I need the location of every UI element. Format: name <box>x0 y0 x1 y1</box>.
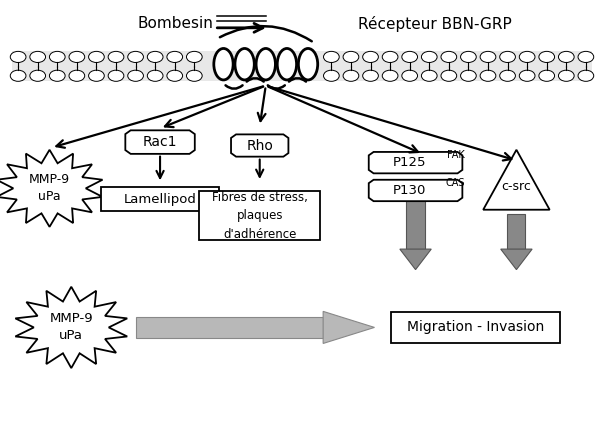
FancyBboxPatch shape <box>406 199 425 249</box>
FancyBboxPatch shape <box>12 51 592 81</box>
Polygon shape <box>0 150 103 227</box>
Circle shape <box>362 70 378 81</box>
Circle shape <box>324 51 339 62</box>
Circle shape <box>147 70 163 81</box>
Text: MMP-9
uPa: MMP-9 uPa <box>50 312 93 342</box>
Circle shape <box>167 51 182 62</box>
Circle shape <box>324 70 339 81</box>
Circle shape <box>461 51 477 62</box>
Text: P125: P125 <box>393 156 426 169</box>
FancyBboxPatch shape <box>507 214 525 249</box>
Circle shape <box>10 70 26 81</box>
Circle shape <box>461 70 477 81</box>
Circle shape <box>187 70 202 81</box>
Polygon shape <box>126 131 194 154</box>
Polygon shape <box>15 287 127 368</box>
Circle shape <box>69 51 85 62</box>
Circle shape <box>382 51 398 62</box>
Polygon shape <box>368 180 463 201</box>
Text: Lamellipod: Lamellipod <box>124 193 196 205</box>
Polygon shape <box>323 312 374 343</box>
Circle shape <box>578 51 594 62</box>
Circle shape <box>402 70 417 81</box>
Circle shape <box>10 51 26 62</box>
Circle shape <box>559 51 574 62</box>
Text: MMP-9
uPa: MMP-9 uPa <box>29 173 70 203</box>
FancyBboxPatch shape <box>391 312 560 343</box>
Circle shape <box>500 70 515 81</box>
Circle shape <box>167 70 182 81</box>
Text: Rho: Rho <box>246 139 273 152</box>
Circle shape <box>343 70 359 81</box>
Circle shape <box>539 70 554 81</box>
Text: Récepteur BBN-GRP: Récepteur BBN-GRP <box>358 15 512 32</box>
Circle shape <box>50 70 65 81</box>
Text: Fibres de stress,
plaques
d'adhérence: Fibres de stress, plaques d'adhérence <box>212 191 307 241</box>
Polygon shape <box>368 152 463 173</box>
Ellipse shape <box>298 48 318 80</box>
Circle shape <box>343 51 359 62</box>
Circle shape <box>500 51 515 62</box>
FancyBboxPatch shape <box>101 187 219 211</box>
Text: FAK: FAK <box>446 150 464 160</box>
Circle shape <box>422 70 437 81</box>
Circle shape <box>519 70 535 81</box>
Circle shape <box>187 51 202 62</box>
Circle shape <box>147 51 163 62</box>
Ellipse shape <box>277 48 297 80</box>
Circle shape <box>89 70 104 81</box>
FancyBboxPatch shape <box>199 191 320 241</box>
Circle shape <box>30 51 45 62</box>
Circle shape <box>108 70 124 81</box>
Ellipse shape <box>256 48 275 80</box>
Circle shape <box>559 70 574 81</box>
Circle shape <box>89 51 104 62</box>
Polygon shape <box>483 150 550 210</box>
Ellipse shape <box>235 48 254 80</box>
Circle shape <box>127 51 143 62</box>
Circle shape <box>578 70 594 81</box>
Circle shape <box>441 51 457 62</box>
Text: CAS: CAS <box>446 178 465 188</box>
Circle shape <box>108 51 124 62</box>
Text: P130: P130 <box>393 184 426 197</box>
Circle shape <box>519 51 535 62</box>
Ellipse shape <box>214 48 233 80</box>
Text: Migration - Invasion: Migration - Invasion <box>406 321 544 334</box>
Circle shape <box>422 51 437 62</box>
Circle shape <box>127 70 143 81</box>
Circle shape <box>480 51 496 62</box>
Circle shape <box>30 70 45 81</box>
Circle shape <box>362 51 378 62</box>
Text: Bombesin: Bombesin <box>137 16 213 31</box>
Circle shape <box>382 70 398 81</box>
Text: c-src: c-src <box>501 181 532 193</box>
Polygon shape <box>400 249 431 270</box>
Polygon shape <box>231 134 288 157</box>
Circle shape <box>539 51 554 62</box>
FancyBboxPatch shape <box>136 317 323 338</box>
Polygon shape <box>501 249 532 270</box>
Circle shape <box>441 70 457 81</box>
Text: Rac1: Rac1 <box>143 135 178 149</box>
Circle shape <box>50 51 65 62</box>
Circle shape <box>69 70 85 81</box>
Circle shape <box>402 51 417 62</box>
Circle shape <box>480 70 496 81</box>
